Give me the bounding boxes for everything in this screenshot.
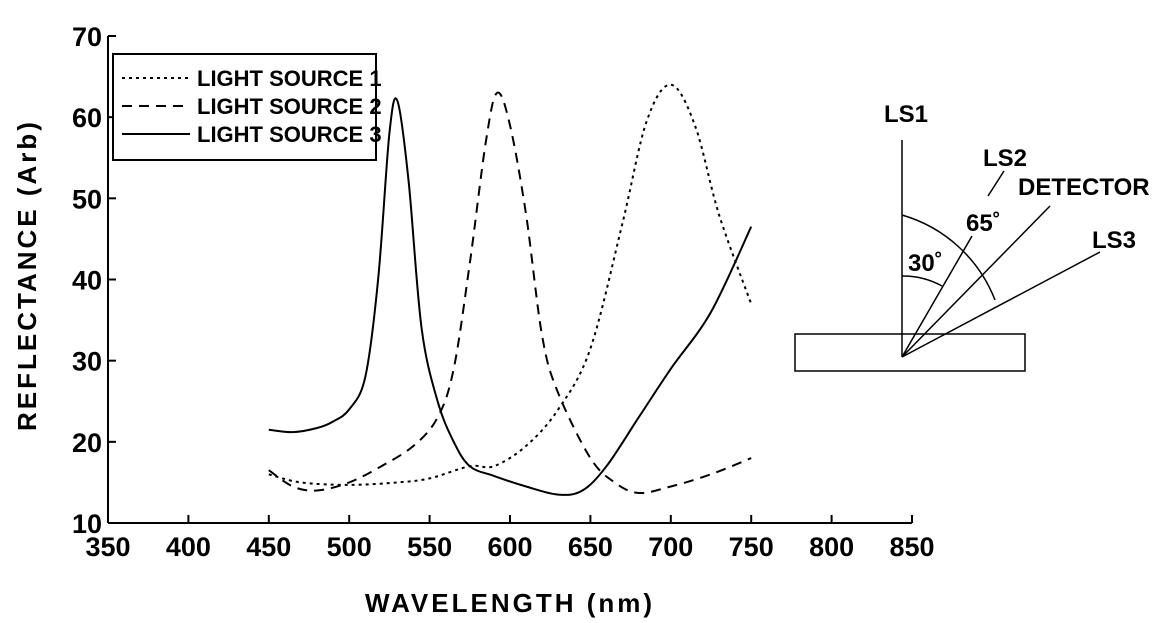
angle-label-65: 65˚ (966, 210, 1001, 237)
series-line-light-source-2 (268, 91, 752, 495)
x-tick-label: 700 (648, 532, 693, 562)
series-line-light-source-3 (268, 97, 753, 496)
x-tick-label: 800 (809, 532, 854, 562)
x-axis-title: WAVELENGTH (nm) (365, 588, 655, 618)
legend-label-light-source-3: LIGHT SOURCE 3 (197, 122, 382, 147)
y-axis-ticks: 10 20 30 40 50 60 70 (72, 22, 116, 539)
series-line-light-source-1 (268, 83, 753, 486)
x-tick-label: 550 (407, 532, 452, 562)
x-tick-label: 400 (166, 532, 211, 562)
y-tick-label: 50 (72, 184, 102, 214)
x-tick-label: 600 (487, 532, 532, 562)
y-tick-label: 60 (72, 103, 102, 133)
ls3-ray (901, 251, 1101, 358)
y-tick-label: 20 (72, 428, 102, 458)
angle-arc-30 (901, 275, 943, 287)
y-tick-label: 10 (72, 509, 102, 539)
angle-arc-65 (901, 214, 996, 301)
ls1-label: LS1 (884, 101, 928, 128)
detector-label: DETECTOR (1018, 174, 1150, 201)
x-axis-ticks: 350 400 450 500 550 600 650 700 750 800 850 (85, 515, 935, 562)
ls2-leader-line (987, 170, 1005, 197)
x-tick-label: 750 (729, 532, 774, 562)
x-tick-label: 650 (568, 532, 613, 562)
sample-plate (794, 333, 1026, 372)
angle-label-30: 30˚ (908, 250, 943, 277)
series-layer (268, 83, 753, 496)
x-tick-label: 450 (246, 532, 291, 562)
ls2-label: LS2 (983, 145, 1027, 172)
y-tick-label: 30 (72, 347, 102, 377)
detector-ray (901, 205, 1051, 358)
ls2-ray (901, 235, 973, 358)
legend-label-light-source-2: LIGHT SOURCE 2 (197, 94, 382, 119)
y-tick-label: 40 (72, 266, 102, 296)
x-tick-label: 500 (327, 532, 372, 562)
y-tick-label: 70 (72, 22, 102, 52)
legend: LIGHT SOURCE 1 LIGHT SOURCE 2 LIGHT SOUR… (112, 53, 382, 161)
y-axis-title: REFLECTANCE (Arb) (12, 119, 42, 431)
ls3-label: LS3 (1092, 227, 1136, 254)
light-source-geometry-diagram: LS1 LS2 DETECTOR LS3 30˚ 65˚ (794, 101, 1150, 372)
x-tick-label: 350 (85, 532, 130, 562)
legend-label-light-source-1: LIGHT SOURCE 1 (197, 66, 382, 91)
x-tick-label: 850 (889, 532, 934, 562)
